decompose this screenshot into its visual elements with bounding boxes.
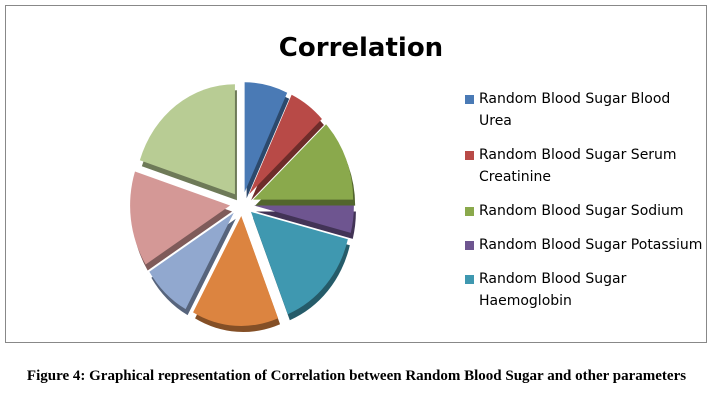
legend-swatch	[465, 275, 474, 284]
legend-swatch	[465, 95, 474, 104]
legend-item: Random Blood Sugar Potassium	[463, 234, 703, 256]
pie-slice	[249, 94, 322, 195]
chart-area: Correlation Random Blood Sugar Blood Ure…	[5, 5, 707, 343]
legend-label: Random Blood Sugar Serum Creatinine	[479, 147, 677, 185]
legend-label: Random Blood Sugar Blood Urea	[479, 91, 671, 129]
legend-item: Random Blood Sugar Blood Urea	[463, 88, 703, 132]
pie-slice	[149, 212, 234, 310]
legend-item: Random Blood Sugar Sodium	[463, 200, 703, 222]
legend-swatch	[465, 207, 474, 216]
pie-slice	[130, 171, 231, 265]
pie-slice	[253, 205, 354, 233]
pie-slice	[251, 211, 348, 315]
pie-slice	[244, 82, 288, 193]
legend: Random Blood Sugar Blood Urea Random Bloo…	[463, 88, 703, 324]
pie-chart	[130, 82, 356, 332]
pie-slice	[193, 215, 279, 326]
legend-label: Random Blood Sugar Potassium	[479, 237, 703, 253]
pie-slice	[139, 84, 235, 195]
pie-slice	[253, 124, 354, 200]
legend-item: Random Blood Sugar Serum Creatinine	[463, 144, 703, 188]
legend-swatch	[465, 151, 474, 160]
figure-caption: Figure 4: Graphical representation of Co…	[26, 368, 687, 384]
legend-label: Random Blood Sugar Haemoglobin	[479, 271, 627, 309]
chart-title: Correlation	[278, 33, 444, 63]
legend-item: Random Blood Sugar Haemoglobin	[463, 268, 703, 312]
legend-swatch	[465, 241, 474, 250]
legend-label: Random Blood Sugar Sodium	[479, 203, 684, 219]
